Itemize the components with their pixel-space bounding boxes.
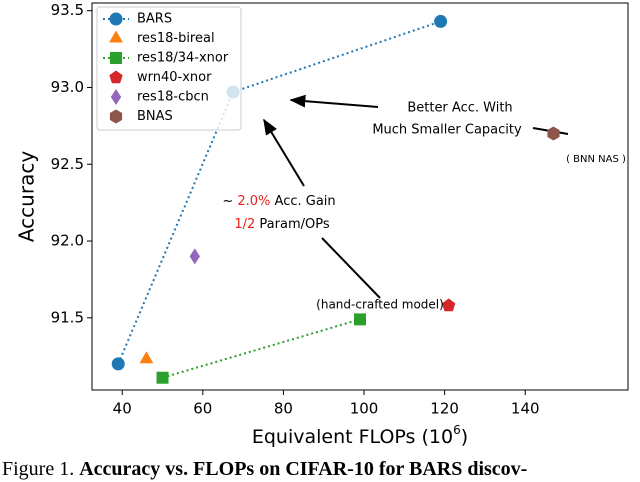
x-tick-label: 140: [511, 400, 540, 418]
legend-label: BARS: [137, 12, 172, 27]
legend-marker: [110, 89, 122, 105]
annotation: Better Acc. With: [407, 101, 512, 116]
annotation: 1/2 Param/OPs: [234, 217, 329, 232]
annotation: Much Smaller Capacity: [372, 123, 522, 138]
y-tick-label: 93.0: [51, 78, 84, 96]
annotation: (hand-crafted model): [316, 298, 444, 312]
x-axis-label-part: Equivalent FLOPs (10: [252, 426, 453, 448]
legend-marker: [110, 52, 122, 64]
y-tick-label: 93.5: [51, 1, 84, 19]
annotation: ( BNN NAS ): [566, 154, 626, 165]
caption-part: Figure 1.: [2, 458, 79, 480]
x-axis-label-part: ): [461, 426, 468, 448]
annotation-part: 1/2: [234, 217, 255, 232]
x-tick-label: 40: [113, 400, 132, 418]
y-tick-label: 92.0: [51, 232, 84, 250]
x-tick-label: 60: [193, 400, 212, 418]
y-tick-label: 91.5: [51, 308, 84, 326]
marker: [139, 351, 154, 364]
caption: Figure 1. Accuracy vs. FLOPs on CIFAR-10…: [2, 458, 527, 480]
annotation-part: 2.0%: [237, 194, 270, 209]
legend-label: BNAS: [137, 109, 173, 124]
marker: [434, 14, 448, 28]
marker: [547, 126, 560, 141]
legend-marker: [109, 70, 123, 84]
legend-marker: [109, 109, 123, 124]
x-tick-label: 100: [350, 400, 379, 418]
annotation-part: ~: [222, 194, 237, 209]
x-tick-label: 80: [274, 400, 293, 418]
marker: [189, 248, 200, 265]
annotation-part: Param/OPs: [255, 217, 330, 232]
caption-part: Accuracy vs. FLOPs on CIFAR-10 for BARS …: [79, 458, 527, 480]
marker: [111, 357, 125, 371]
arrow-line: [321, 237, 381, 299]
legend-label: res18-cbcn: [137, 90, 209, 105]
legend-label: wrn40-xnor: [137, 70, 212, 85]
plot-frame: [91, 2, 629, 391]
legend-label: res18-bireal: [137, 31, 215, 46]
legend-marker: [109, 12, 123, 26]
y-tick-label: 92.5: [51, 155, 84, 173]
arrow: [289, 94, 379, 108]
legend-box: [96, 6, 242, 131]
y-axis-label: Accuracy: [15, 151, 39, 242]
marker: [156, 371, 169, 384]
x-tick-label: 120: [430, 400, 459, 418]
x-axis-label-part: 6: [453, 423, 461, 437]
annotation-part: Acc. Gain: [270, 194, 335, 209]
arrow: [263, 118, 305, 187]
legend-marker: [109, 30, 123, 43]
arrows: [263, 94, 569, 299]
x-axis-label: Equivalent FLOPs (106): [252, 423, 468, 448]
marker: [442, 298, 456, 312]
marker: [354, 313, 366, 326]
legend-label: res18/34-xnor: [137, 51, 229, 66]
annotation: ~ 2.0% Acc. Gain: [222, 194, 335, 209]
series-line: [162, 318, 361, 379]
